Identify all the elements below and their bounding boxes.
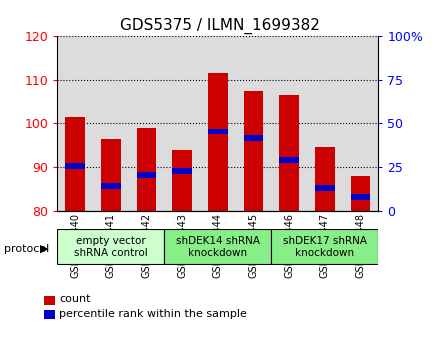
- Text: percentile rank within the sample: percentile rank within the sample: [59, 309, 247, 319]
- Bar: [164, 229, 271, 264]
- Bar: [57, 229, 164, 264]
- Bar: [351, 176, 370, 211]
- Text: count: count: [59, 294, 91, 305]
- Text: shDEK17 shRNA
knockdown: shDEK17 shRNA knockdown: [283, 236, 367, 258]
- Bar: [279, 95, 299, 211]
- Bar: [279, 157, 299, 163]
- Bar: [101, 183, 121, 189]
- Bar: [271, 229, 378, 264]
- Bar: [172, 150, 192, 211]
- Bar: [65, 117, 85, 211]
- Bar: [244, 135, 263, 141]
- Bar: [208, 129, 227, 134]
- Bar: [315, 185, 335, 191]
- Bar: [172, 168, 192, 174]
- Bar: [136, 172, 156, 178]
- Text: ▶: ▶: [40, 244, 48, 254]
- Bar: [65, 163, 85, 169]
- Text: empty vector
shRNA control: empty vector shRNA control: [74, 236, 147, 258]
- Text: protocol: protocol: [4, 244, 50, 254]
- Text: shDEK14 shRNA
knockdown: shDEK14 shRNA knockdown: [176, 236, 260, 258]
- Bar: [244, 91, 263, 211]
- Bar: [101, 139, 121, 211]
- Bar: [315, 147, 335, 211]
- Bar: [208, 73, 227, 211]
- Bar: [351, 194, 370, 200]
- Bar: [136, 128, 156, 211]
- Text: GDS5375 / ILMN_1699382: GDS5375 / ILMN_1699382: [120, 18, 320, 34]
